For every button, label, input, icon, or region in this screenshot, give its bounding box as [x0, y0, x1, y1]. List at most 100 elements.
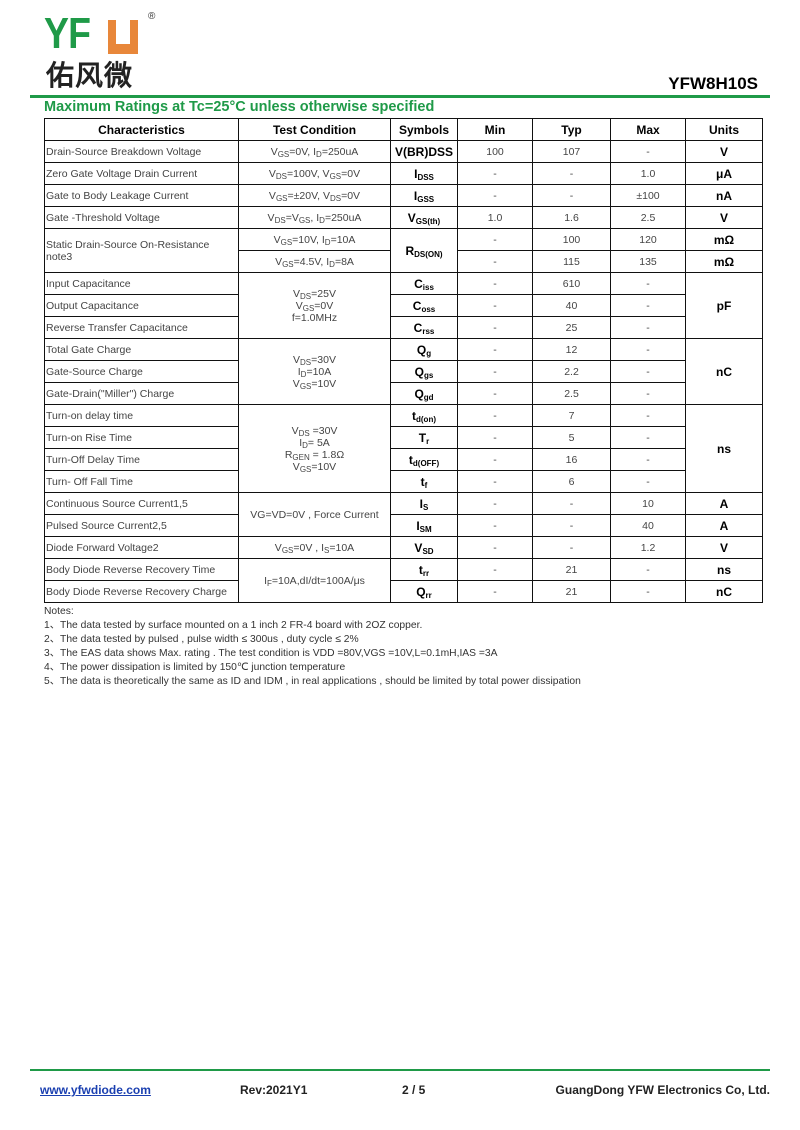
min-value: -: [457, 536, 533, 559]
characteristic: Body Diode Reverse Recovery Charge: [44, 580, 239, 603]
symbol: RDS(ON): [390, 228, 458, 273]
unit: V: [685, 206, 763, 229]
company-name: GuangDong YFW Electronics Co, Ltd.: [555, 1083, 770, 1097]
characteristic: Body Diode Reverse Recovery Time: [44, 558, 239, 581]
table-row: Output Capacitance Coss -40-: [44, 294, 763, 317]
characteristic: Turn-on Rise Time: [44, 426, 239, 449]
characteristic: Gate to Body Leakage Current: [44, 184, 239, 207]
table-row: Total Gate Charge VDS=30V ID=10A VGS=10V Qg -…: [44, 338, 763, 405]
min-value: -: [457, 448, 533, 471]
typ-value: 100: [532, 228, 611, 251]
content: Characteristics Test Condition Symbols Min T…: [44, 118, 763, 689]
min-value: -: [457, 294, 533, 317]
column-header: Symbols: [390, 118, 458, 141]
symbol: td(on): [390, 404, 458, 427]
symbol: Qrr: [390, 580, 458, 603]
typ-value: 16: [532, 448, 611, 471]
typ-value: 2.2: [532, 360, 611, 383]
table-row: Drain-Source Breakdown Voltage VGS=0V, ID…: [44, 140, 763, 163]
test-condition: IF=10A,dI/dt=100A/μs: [238, 558, 391, 603]
note-item: 3、The EAS data shows Max. rating . The t…: [44, 648, 498, 659]
unit: mΩ: [685, 228, 763, 251]
max-value: -: [610, 338, 686, 361]
table-row: Reverse Transfer Capacitance Crss -25-: [44, 316, 763, 339]
typ-value: 21: [532, 580, 611, 603]
max-value: ±100: [610, 184, 686, 207]
typ-value: -: [532, 184, 611, 207]
characteristic: Diode Forward Voltage2: [44, 536, 239, 559]
logo-latin: YF: [44, 9, 91, 58]
column-header: Typ: [532, 118, 611, 141]
unit: V: [685, 536, 763, 559]
typ-value: 21: [532, 558, 611, 581]
unit: nC: [685, 580, 763, 603]
table-row: Input Capacitance VDS=25V VGS=0V f=1.0MHz Ci…: [44, 272, 763, 339]
max-value: -: [610, 404, 686, 427]
characteristic: Turn- Off Fall Time: [44, 470, 239, 493]
min-value: -: [457, 382, 533, 405]
max-value: -: [610, 360, 686, 383]
table-row: Turn-on Rise Time Tr -5-: [44, 426, 763, 449]
note-item: 5、The data is theoretically the same as …: [44, 676, 581, 687]
min-value: -: [457, 404, 533, 427]
unit: mΩ: [685, 250, 763, 273]
characteristic: Pulsed Source Current2,5: [44, 514, 239, 537]
typ-value: 5: [532, 426, 611, 449]
test-condition: VDS=100V, VGS=0V: [238, 162, 391, 185]
characteristic: Gate -Threshold Voltage: [44, 206, 239, 229]
min-value: 100: [457, 140, 533, 163]
column-header: Test Condition: [238, 118, 391, 141]
min-value: -: [457, 426, 533, 449]
test-condition: VDS=VGS, ID=250uA: [238, 206, 391, 229]
characteristic: Gate-Source Charge: [44, 360, 239, 383]
max-value: -: [610, 294, 686, 317]
column-header: Characteristics: [44, 118, 239, 141]
characteristic: Total Gate Charge: [44, 338, 239, 361]
max-value: -: [610, 140, 686, 163]
page-number: 2 / 5: [402, 1083, 426, 1097]
symbol: IS: [390, 492, 458, 515]
website-link[interactable]: www.yfwdiode.com: [40, 1083, 151, 1097]
max-value: -: [610, 382, 686, 405]
table-row: Body Diode Reverse Recovery Charge Qrr -21…: [44, 580, 763, 603]
max-value: 40: [610, 514, 686, 537]
unit: A: [685, 514, 763, 537]
table-row: Pulsed Source Current2,5 ISM - -40 A: [44, 514, 763, 537]
typ-value: -: [532, 536, 611, 559]
symbol: ISM: [390, 514, 458, 537]
characteristic: Static Drain-Source On-Resistance note3: [44, 228, 239, 273]
typ-value: -: [532, 514, 611, 537]
test-condition: VGS=10V, ID=10A: [238, 228, 391, 251]
test-condition: VGS=0V, ID=250uA: [238, 140, 391, 163]
characteristic: Reverse Transfer Capacitance: [44, 316, 239, 339]
unit: nC: [685, 338, 763, 405]
min-value: -: [457, 250, 533, 273]
test-condition: VGS=±20V, VDS=0V: [238, 184, 391, 207]
revision: Rev:2021Y1: [240, 1083, 308, 1097]
test-condition: VGS=4.5V, ID=8A: [238, 250, 391, 273]
typ-value: -: [532, 492, 611, 515]
footer-divider: [30, 1069, 770, 1071]
min-value: -: [457, 492, 533, 515]
table-row: VGS=4.5V, ID=8A -115 135 mΩ: [45, 250, 763, 273]
characteristic: Output Capacitance: [44, 294, 239, 317]
symbol: Qg: [390, 338, 458, 361]
typ-value: -: [532, 162, 611, 185]
unit: ns: [685, 558, 763, 581]
characteristic: Turn-Off Delay Time: [44, 448, 239, 471]
symbol: Tr: [390, 426, 458, 449]
min-value: -: [457, 184, 533, 207]
table-row: Turn- Off Fall Time tf -6-: [44, 470, 763, 493]
header-divider: [30, 95, 770, 98]
min-value: -: [457, 162, 533, 185]
characteristic: Input Capacitance: [44, 272, 239, 295]
notes: Notes: 1、The data tested by surface moun…: [44, 605, 762, 689]
min-value: -: [457, 316, 533, 339]
typ-value: 107: [532, 140, 611, 163]
table-row: Turn-Off Delay Time td(OFF) -16-: [44, 448, 763, 471]
max-value: -: [610, 470, 686, 493]
min-value: -: [457, 360, 533, 383]
symbol: IGSS: [390, 184, 458, 207]
min-value: -: [457, 470, 533, 493]
